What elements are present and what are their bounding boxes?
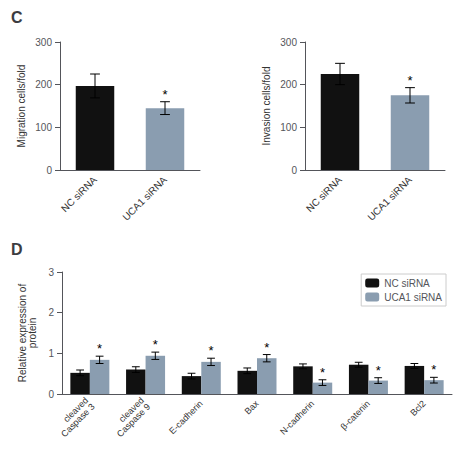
svg-text:Relative expression of: Relative expression of (17, 283, 28, 383)
svg-text:Invasion cells/fold: Invasion cells/fold (261, 67, 272, 146)
svg-text:C: C (11, 9, 23, 26)
svg-text:UCA1 siRNA: UCA1 siRNA (365, 174, 414, 223)
svg-text:Caspase 9: Caspase 9 (115, 402, 152, 439)
svg-text:*: * (209, 343, 214, 358)
svg-text:NC siRNA: NC siRNA (384, 278, 430, 289)
svg-text:E-cadherin: E-cadherin (167, 398, 205, 436)
svg-text:NC siRNA: NC siRNA (304, 174, 344, 214)
svg-text:Caspase 3: Caspase 3 (59, 402, 96, 439)
svg-text:100: 100 (280, 122, 297, 133)
svg-text:Bcl2: Bcl2 (408, 398, 427, 417)
svg-text:0: 0 (46, 165, 52, 176)
svg-text:cleaved: cleaved (117, 395, 146, 425)
svg-text:Migration cells/fold: Migration cells/fold (16, 65, 27, 148)
svg-text:0: 0 (291, 165, 297, 176)
svg-text:NC siRNA: NC siRNA (59, 174, 99, 214)
svg-text:*: * (376, 363, 381, 378)
svg-text:300: 300 (35, 37, 52, 48)
svg-text:200: 200 (35, 79, 52, 90)
svg-text:300: 300 (280, 37, 297, 48)
svg-text:N-cadherin: N-cadherin (278, 398, 316, 436)
svg-text:*: * (320, 365, 325, 380)
svg-text:*: * (431, 362, 436, 377)
svg-text:*: * (407, 73, 412, 88)
svg-text:2: 2 (48, 307, 54, 318)
svg-text:200: 200 (280, 79, 297, 90)
svg-text:cleaved: cleaved (61, 395, 91, 425)
svg-text:D: D (11, 241, 23, 258)
svg-text:UCA1 siRNA: UCA1 siRNA (120, 174, 169, 223)
svg-text:*: * (97, 341, 102, 356)
svg-text:3: 3 (48, 267, 54, 278)
svg-text:β-catenin: β-catenin (339, 398, 372, 431)
svg-text:Bax: Bax (243, 398, 261, 416)
svg-text:1: 1 (48, 348, 54, 359)
svg-text:0: 0 (48, 389, 54, 400)
svg-text:*: * (264, 340, 269, 355)
svg-text:*: * (153, 337, 158, 352)
svg-text:*: * (162, 87, 167, 102)
svg-text:protein: protein (27, 318, 38, 349)
svg-text:100: 100 (35, 122, 52, 133)
svg-text:UCA1 siRNA: UCA1 siRNA (384, 292, 442, 303)
